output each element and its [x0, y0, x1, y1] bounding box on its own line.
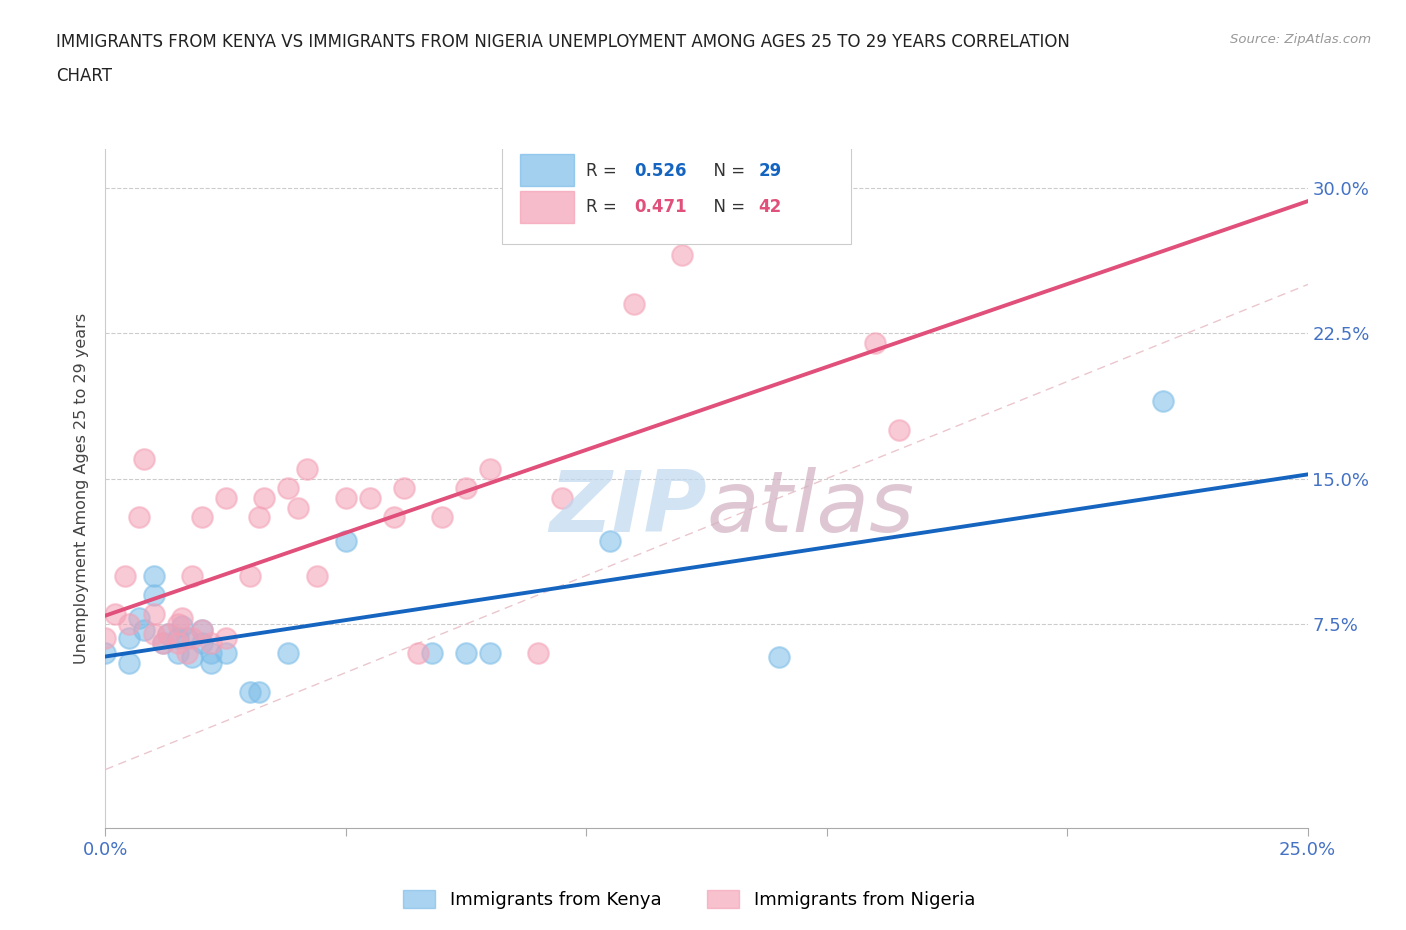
Point [172, 618, 194, 633]
Point [277, 481, 299, 496]
Point [132, 452, 155, 467]
Text: Source: ZipAtlas.com: Source: ZipAtlas.com [1230, 33, 1371, 46]
FancyBboxPatch shape [520, 153, 574, 186]
Point [479, 645, 502, 660]
Point [454, 645, 477, 660]
Point [200, 656, 222, 671]
Point [214, 631, 236, 645]
Point [335, 490, 357, 505]
Text: IMMIGRANTS FROM KENYA VS IMMIGRANTS FROM NIGERIA UNEMPLOYMENT AMONG AGES 25 TO 2: IMMIGRANTS FROM KENYA VS IMMIGRANTS FROM… [56, 33, 1070, 50]
Point [190, 622, 212, 637]
Point [392, 481, 415, 496]
Point [142, 588, 165, 603]
Point [214, 645, 236, 660]
Point [156, 626, 179, 641]
Point [142, 568, 165, 583]
Point [239, 568, 262, 583]
Point [181, 568, 204, 583]
Text: atlas: atlas [707, 467, 914, 551]
Text: R =: R = [586, 162, 623, 179]
Point [190, 622, 212, 637]
Point [152, 636, 174, 651]
Point [454, 481, 477, 496]
Text: N =: N = [703, 198, 751, 216]
Text: R =: R = [586, 198, 623, 216]
Point [406, 645, 429, 660]
Point [200, 636, 222, 651]
Point [247, 684, 270, 699]
Point [768, 649, 790, 664]
Point [190, 510, 212, 525]
Point [623, 297, 645, 312]
Point [382, 510, 405, 525]
Point [335, 533, 357, 548]
Point [305, 568, 328, 583]
Point [114, 568, 136, 583]
Point [176, 645, 198, 660]
Point [166, 617, 188, 631]
Point [863, 336, 886, 351]
Text: N =: N = [703, 162, 751, 179]
Point [479, 461, 502, 476]
Point [132, 622, 155, 637]
Point [142, 607, 165, 622]
Text: 29: 29 [758, 162, 782, 179]
FancyBboxPatch shape [502, 139, 851, 244]
Point [422, 645, 444, 660]
Point [172, 611, 194, 626]
Point [181, 649, 204, 664]
Point [214, 490, 236, 505]
Legend: Immigrants from Kenya, Immigrants from Nigeria: Immigrants from Kenya, Immigrants from N… [395, 883, 983, 916]
Point [287, 500, 309, 515]
Text: 0.471: 0.471 [634, 198, 688, 216]
Point [551, 490, 574, 505]
Point [430, 510, 453, 525]
Point [671, 248, 693, 263]
Point [527, 645, 550, 660]
Y-axis label: Unemployment Among Ages 25 to 29 years: Unemployment Among Ages 25 to 29 years [75, 312, 90, 664]
Text: ZIP: ZIP [548, 467, 707, 551]
Point [104, 607, 127, 622]
Text: 42: 42 [758, 198, 782, 216]
Point [359, 490, 381, 505]
Point [118, 617, 141, 631]
Point [94, 645, 117, 660]
Text: 0.526: 0.526 [634, 162, 688, 179]
Point [887, 422, 910, 437]
Point [181, 631, 204, 645]
Text: CHART: CHART [56, 67, 112, 85]
Point [128, 611, 150, 626]
Point [247, 510, 270, 525]
Point [166, 645, 188, 660]
Point [166, 631, 188, 645]
Point [152, 636, 174, 651]
Point [599, 533, 621, 548]
Point [118, 656, 141, 671]
Point [118, 631, 141, 645]
Point [94, 631, 117, 645]
Point [156, 626, 179, 641]
Point [142, 626, 165, 641]
Point [166, 636, 188, 651]
Point [297, 461, 319, 476]
Point [1152, 393, 1174, 408]
Point [176, 631, 198, 645]
Point [200, 645, 222, 660]
Point [190, 636, 212, 651]
Point [128, 510, 150, 525]
Point [277, 645, 299, 660]
FancyBboxPatch shape [520, 191, 574, 223]
Point [253, 490, 276, 505]
Point [239, 684, 262, 699]
